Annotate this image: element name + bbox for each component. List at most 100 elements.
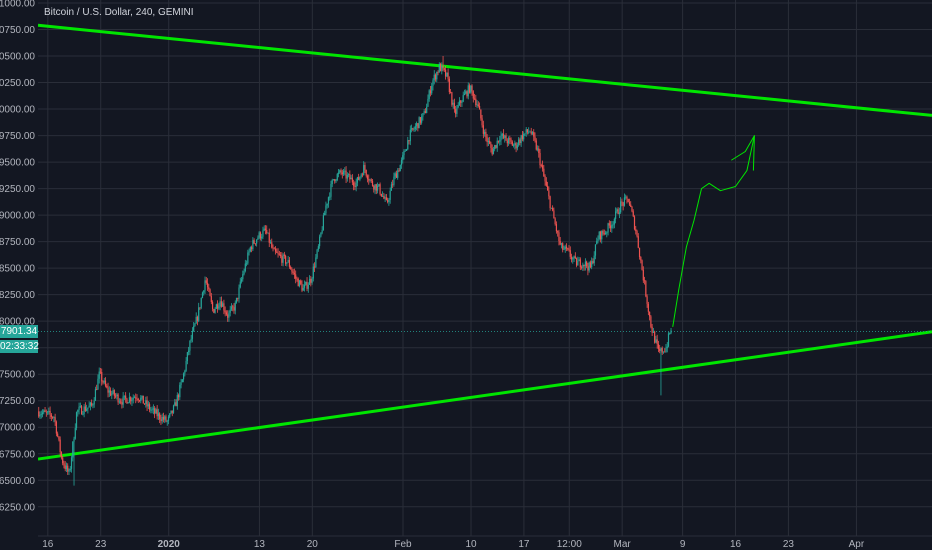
candle-body — [248, 251, 250, 253]
candle-body — [596, 241, 598, 245]
candle-body — [597, 238, 599, 242]
candle-body — [509, 138, 511, 140]
candle-body — [196, 316, 199, 321]
candle-body — [403, 150, 405, 156]
candle-body — [392, 184, 394, 186]
x-tick-label: Feb — [394, 539, 412, 550]
candle-body — [416, 123, 418, 127]
candle-body — [142, 395, 144, 404]
candle-body — [329, 196, 331, 198]
candle-body — [261, 236, 263, 239]
candle-body — [181, 379, 183, 383]
candle-body — [654, 331, 656, 343]
candle-body — [584, 261, 586, 267]
candle-body — [667, 333, 670, 347]
candle-body — [165, 416, 167, 422]
candle-body — [295, 274, 297, 279]
candle-body — [204, 280, 206, 291]
candle-body — [286, 262, 288, 264]
candle-body — [652, 331, 654, 333]
candle-body — [326, 203, 328, 206]
candle-body — [143, 403, 146, 405]
candle-body — [321, 230, 323, 233]
candle-body — [313, 266, 316, 268]
candle-body — [177, 395, 180, 398]
candle-body — [581, 267, 583, 269]
candle-body — [256, 239, 258, 244]
y-tick-label: 10750.00 — [0, 25, 35, 36]
candle-body — [650, 316, 652, 327]
candle-body — [555, 224, 558, 232]
candle-body — [347, 174, 350, 175]
candle-body — [598, 231, 600, 239]
candle-body — [455, 109, 457, 114]
candle-body — [220, 301, 222, 307]
candle-body — [518, 139, 520, 146]
candle-body — [528, 131, 530, 133]
candle-body — [199, 307, 201, 309]
candle-body — [470, 85, 472, 93]
candle-body — [98, 371, 100, 379]
candle-body — [422, 113, 424, 117]
candle-body — [118, 401, 120, 403]
candle-body — [649, 311, 651, 317]
candle-body — [223, 303, 225, 311]
candle-body — [57, 433, 59, 437]
candle-body — [151, 409, 153, 411]
candle-body — [550, 207, 552, 209]
candle-body — [409, 129, 411, 142]
candle-body — [645, 281, 647, 297]
candle-body — [73, 438, 75, 442]
candle-body — [182, 373, 185, 380]
candle-body — [544, 176, 546, 182]
y-tick-label: 8250.00 — [0, 290, 35, 301]
candle-body — [611, 224, 613, 229]
candle-body — [461, 101, 463, 103]
candle-body — [642, 269, 644, 281]
candle-body — [271, 242, 273, 248]
candle-body — [145, 400, 147, 404]
candle-body — [491, 147, 493, 155]
candle-body — [582, 264, 584, 268]
candle-body — [205, 280, 207, 283]
candle-body — [536, 148, 539, 150]
candle-body — [327, 197, 330, 204]
candle-body — [643, 280, 646, 282]
candle-body — [603, 233, 605, 235]
candle-body — [84, 406, 86, 411]
x-tick-label: 17 — [518, 539, 530, 550]
candle-body — [656, 339, 658, 345]
candle-body — [303, 284, 306, 288]
candle-body — [606, 232, 608, 234]
candle-body — [93, 400, 95, 405]
candle-body — [353, 182, 355, 186]
candle-body — [274, 248, 277, 252]
candle-body — [647, 303, 649, 312]
candle-body — [156, 409, 158, 417]
candle-body — [116, 394, 118, 396]
candle-body — [458, 100, 461, 106]
candle-body — [44, 410, 46, 412]
candle-body — [302, 287, 304, 291]
candle-body — [363, 165, 365, 176]
candles — [38, 56, 672, 486]
x-tick-label: 13 — [254, 539, 266, 550]
candle-body — [424, 111, 427, 113]
candle-body — [126, 398, 128, 404]
candle-body — [337, 172, 340, 175]
candle-body — [669, 333, 671, 334]
candle-body — [641, 260, 643, 270]
candle-body — [443, 68, 445, 70]
candle-body — [214, 308, 216, 313]
candle-body — [65, 465, 68, 470]
candle-body — [373, 185, 375, 190]
candle-body — [53, 417, 55, 419]
candle-body — [102, 381, 104, 383]
candle-body — [83, 406, 85, 414]
candle-body — [189, 340, 191, 351]
candle-body — [419, 117, 421, 123]
candle-body — [161, 416, 163, 422]
candle-body — [481, 118, 483, 126]
candle-body — [138, 400, 141, 401]
